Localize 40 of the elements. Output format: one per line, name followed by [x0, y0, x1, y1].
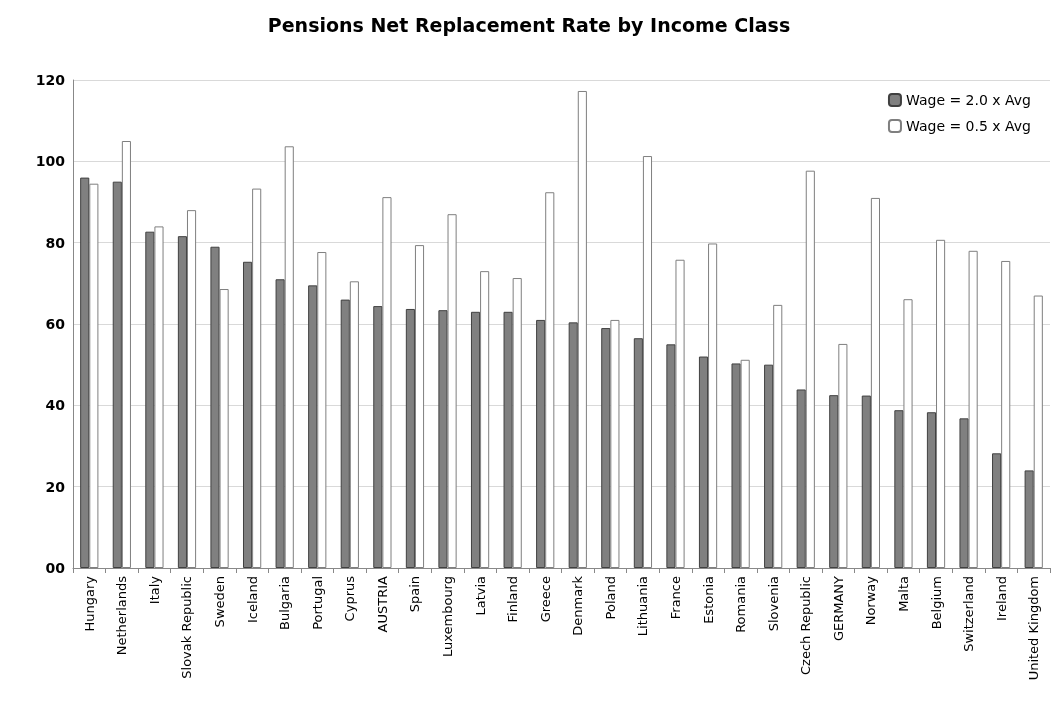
y-tick-label: 120: [35, 72, 66, 88]
x-tick-label: GERMANY: [830, 575, 846, 642]
x-tick-label: Slovak Republic: [179, 576, 195, 679]
y-tick-label: 00: [45, 560, 66, 576]
x-tick-label: Latvia: [472, 576, 488, 616]
x-tick-label: Portugal: [309, 576, 325, 630]
x-tick-label: Sweden: [212, 576, 228, 628]
x-tick-label: Ireland: [993, 576, 1009, 621]
x-tick-label: Finland: [505, 576, 521, 623]
chart-title: Pensions Net Replacement Rate by Income Class: [267, 13, 791, 36]
x-tick-label: United Kingdom: [1026, 576, 1042, 681]
x-tick-label: Lithuania: [635, 576, 651, 637]
x-tick-label: France: [667, 576, 683, 620]
x-tick-label: Greece: [537, 576, 553, 623]
x-tick-label: Malta: [895, 576, 911, 612]
y-tick-label: 20: [45, 478, 66, 495]
x-tick-label: Slovenia: [765, 576, 781, 632]
x-tick-label: AUSTRIA: [374, 575, 390, 633]
x-tick-label: Czech Republic: [798, 576, 814, 675]
x-tick-label: Netherlands: [114, 575, 130, 656]
y-tick-label: 100: [35, 153, 66, 170]
x-tick-label: Bulgaria: [277, 576, 293, 630]
x-tick-label: Spain: [407, 576, 423, 613]
x-tick-label: Switzerland: [961, 576, 977, 652]
x-tick-label: Belgium: [928, 576, 944, 630]
legend-label: Wage = 0.5 x Avg: [905, 118, 1032, 134]
x-tick-label: Denmark: [570, 575, 586, 636]
x-tick-label: Romania: [733, 576, 749, 633]
x-tick-label: Cyprus: [342, 575, 358, 622]
x-tick-label: Italy: [146, 575, 162, 605]
y-tick-label: 60: [45, 316, 66, 332]
y-tick-label: 40: [45, 397, 66, 414]
x-tick-label: Iceland: [244, 576, 260, 624]
x-tick-label: Luxembourg: [440, 576, 456, 658]
legend-label: Wage = 2.0 x Avg: [905, 92, 1032, 108]
x-tick-label: Norway: [863, 575, 879, 626]
x-tick-label: Poland: [602, 576, 618, 620]
x-tick-label: Hungary: [81, 575, 97, 632]
y-tick-label: 80: [45, 234, 66, 251]
x-tick-label: Estonia: [700, 576, 716, 624]
